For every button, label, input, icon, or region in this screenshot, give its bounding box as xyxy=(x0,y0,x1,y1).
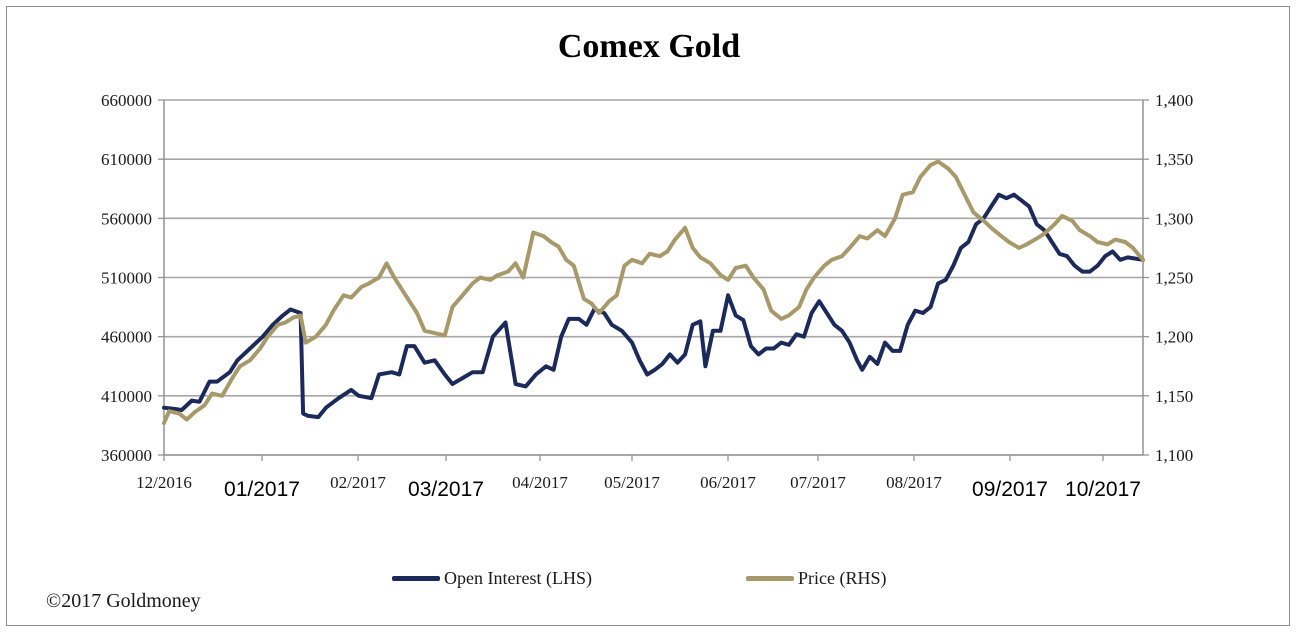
legend-swatch-price xyxy=(746,576,794,581)
legend-label-open-interest: Open Interest (LHS) xyxy=(444,568,592,588)
left-tick-label: 360000 xyxy=(101,446,152,465)
x-tick-label: 10/2017 xyxy=(1065,478,1141,501)
series-line-open-interest xyxy=(162,192,1145,420)
x-tick-label: 03/2017 xyxy=(408,478,484,501)
right-tick-label: 1,350 xyxy=(1155,150,1193,169)
legend-swatch-open-interest xyxy=(392,576,440,581)
series-line-price xyxy=(162,159,1145,426)
legend-item-open-interest: Open Interest (LHS) xyxy=(392,568,592,589)
left-tick-label: 610000 xyxy=(101,150,152,169)
chart-frame xyxy=(6,6,1290,626)
x-tick-label: 04/2017 xyxy=(512,473,568,492)
x-tick-label: 01/2017 xyxy=(224,478,300,501)
right-tick-label: 1,100 xyxy=(1155,446,1193,465)
copyright-text: ©2017 Goldmoney xyxy=(46,590,201,612)
right-tick-label: 1,400 xyxy=(1155,91,1193,110)
right-tick-label: 1,150 xyxy=(1155,387,1193,406)
right-tick-label: 1,200 xyxy=(1155,328,1193,347)
right-tick-label: 1,300 xyxy=(1155,209,1193,228)
x-tick-label: 07/2017 xyxy=(790,473,846,492)
chart-title: Comex Gold xyxy=(557,28,741,65)
x-tick-label: 08/2017 xyxy=(886,473,942,492)
left-tick-label: 410000 xyxy=(101,387,152,406)
left-tick-label: 560000 xyxy=(101,209,152,228)
x-tick-label: 12/2016 xyxy=(136,473,192,492)
legend-label-price: Price (RHS) xyxy=(798,568,887,588)
left-tick-label: 510000 xyxy=(101,269,152,288)
x-tick-label: 02/2017 xyxy=(330,473,386,492)
x-tick-label: 05/2017 xyxy=(604,473,660,492)
x-tick-label: 09/2017 xyxy=(972,478,1048,501)
right-tick-label: 1,250 xyxy=(1155,269,1193,288)
left-tick-label: 460000 xyxy=(101,328,152,347)
legend-item-price: Price (RHS) xyxy=(746,568,887,589)
x-tick-label: 06/2017 xyxy=(700,473,756,492)
legend: Open Interest (LHS) Price (RHS) xyxy=(0,568,1298,592)
left-tick-label: 660000 xyxy=(101,91,152,110)
